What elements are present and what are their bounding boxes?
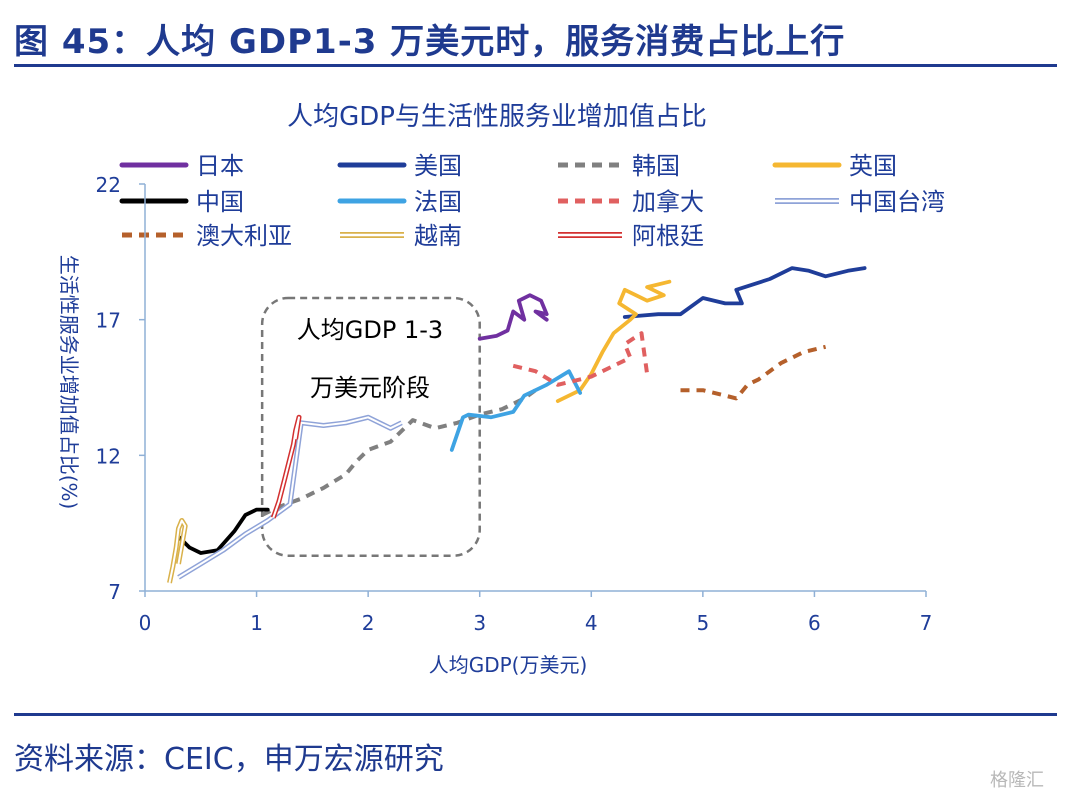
legend-label: 英国 <box>849 152 897 180</box>
x-axis-label: 人均GDP(万美元) <box>429 653 588 677</box>
y-tick-label: 7 <box>108 580 121 604</box>
legend-label: 越南 <box>414 222 462 250</box>
series-france <box>449 369 582 452</box>
series-argentina-inner <box>272 416 300 519</box>
bottom-rule <box>14 713 1057 716</box>
series-layer <box>167 266 867 584</box>
legend-item: 日本 <box>119 152 244 180</box>
legend-item: 越南 <box>340 222 462 250</box>
x-tick-label: 3 <box>473 611 486 635</box>
x-tick-label: 2 <box>362 611 375 635</box>
series-china <box>176 507 270 555</box>
x-tick-label: 0 <box>139 611 152 635</box>
legend-item: 中国台湾 <box>775 188 945 216</box>
legend-label: 中国台湾 <box>849 188 945 216</box>
legend-item: 美国 <box>337 152 462 180</box>
x-tick-label: 5 <box>696 611 709 635</box>
legend-label: 阿根廷 <box>632 222 704 250</box>
x-tick-label: 7 <box>920 611 933 635</box>
legend-item: 韩国 <box>558 152 680 180</box>
series-korea <box>261 388 537 517</box>
highlight-box <box>260 296 481 557</box>
y-axis-label: 生活性服务业增加值占比(%) <box>57 255 81 510</box>
series-canada <box>512 331 650 387</box>
y-tick-label: 22 <box>96 173 121 197</box>
source-note: 资料来源：CEIC，申万宏源研究 <box>14 742 444 777</box>
series-uk <box>555 279 672 404</box>
legend-item: 中国 <box>119 188 244 216</box>
legend-label: 日本 <box>196 152 244 180</box>
x-tick-label: 4 <box>585 611 598 635</box>
x-tick-label: 6 <box>808 611 821 635</box>
series-vietnam-inner <box>168 519 187 584</box>
series-taiwan-inner <box>177 416 403 579</box>
highlight-box-rect <box>260 296 481 557</box>
legend-item: 阿根廷 <box>558 222 704 250</box>
top-rule <box>14 64 1057 67</box>
legend-label: 法国 <box>414 188 462 216</box>
legend-item: 澳大利亚 <box>122 222 292 250</box>
annotation-line-2: 万美元阶段 <box>310 374 430 402</box>
series-japan <box>477 293 549 341</box>
legend-item: 加拿大 <box>558 188 704 216</box>
annotation-line-1: 人均GDP 1-3 <box>297 316 443 344</box>
x-tick-label: 1 <box>250 611 263 635</box>
legend-label: 韩国 <box>632 152 680 180</box>
y-tick-label: 12 <box>96 444 121 468</box>
legend-label: 加拿大 <box>632 188 704 216</box>
legend-label: 美国 <box>414 152 462 180</box>
watermark-logo: 格隆汇 <box>990 770 1044 791</box>
chart-title: 人均GDP与生活性服务业增加值占比 <box>287 102 707 132</box>
legend-label: 澳大利亚 <box>196 222 292 250</box>
series-usa <box>622 266 867 319</box>
legend-item: 法国 <box>337 188 462 216</box>
series-australia <box>680 344 827 401</box>
y-tick-label: 17 <box>96 309 121 333</box>
figure-title: 图 45：人均 GDP1-3 万美元时，服务消费占比上行 <box>14 22 846 62</box>
legend-item: 英国 <box>772 152 897 180</box>
legend-label: 中国 <box>196 188 244 216</box>
